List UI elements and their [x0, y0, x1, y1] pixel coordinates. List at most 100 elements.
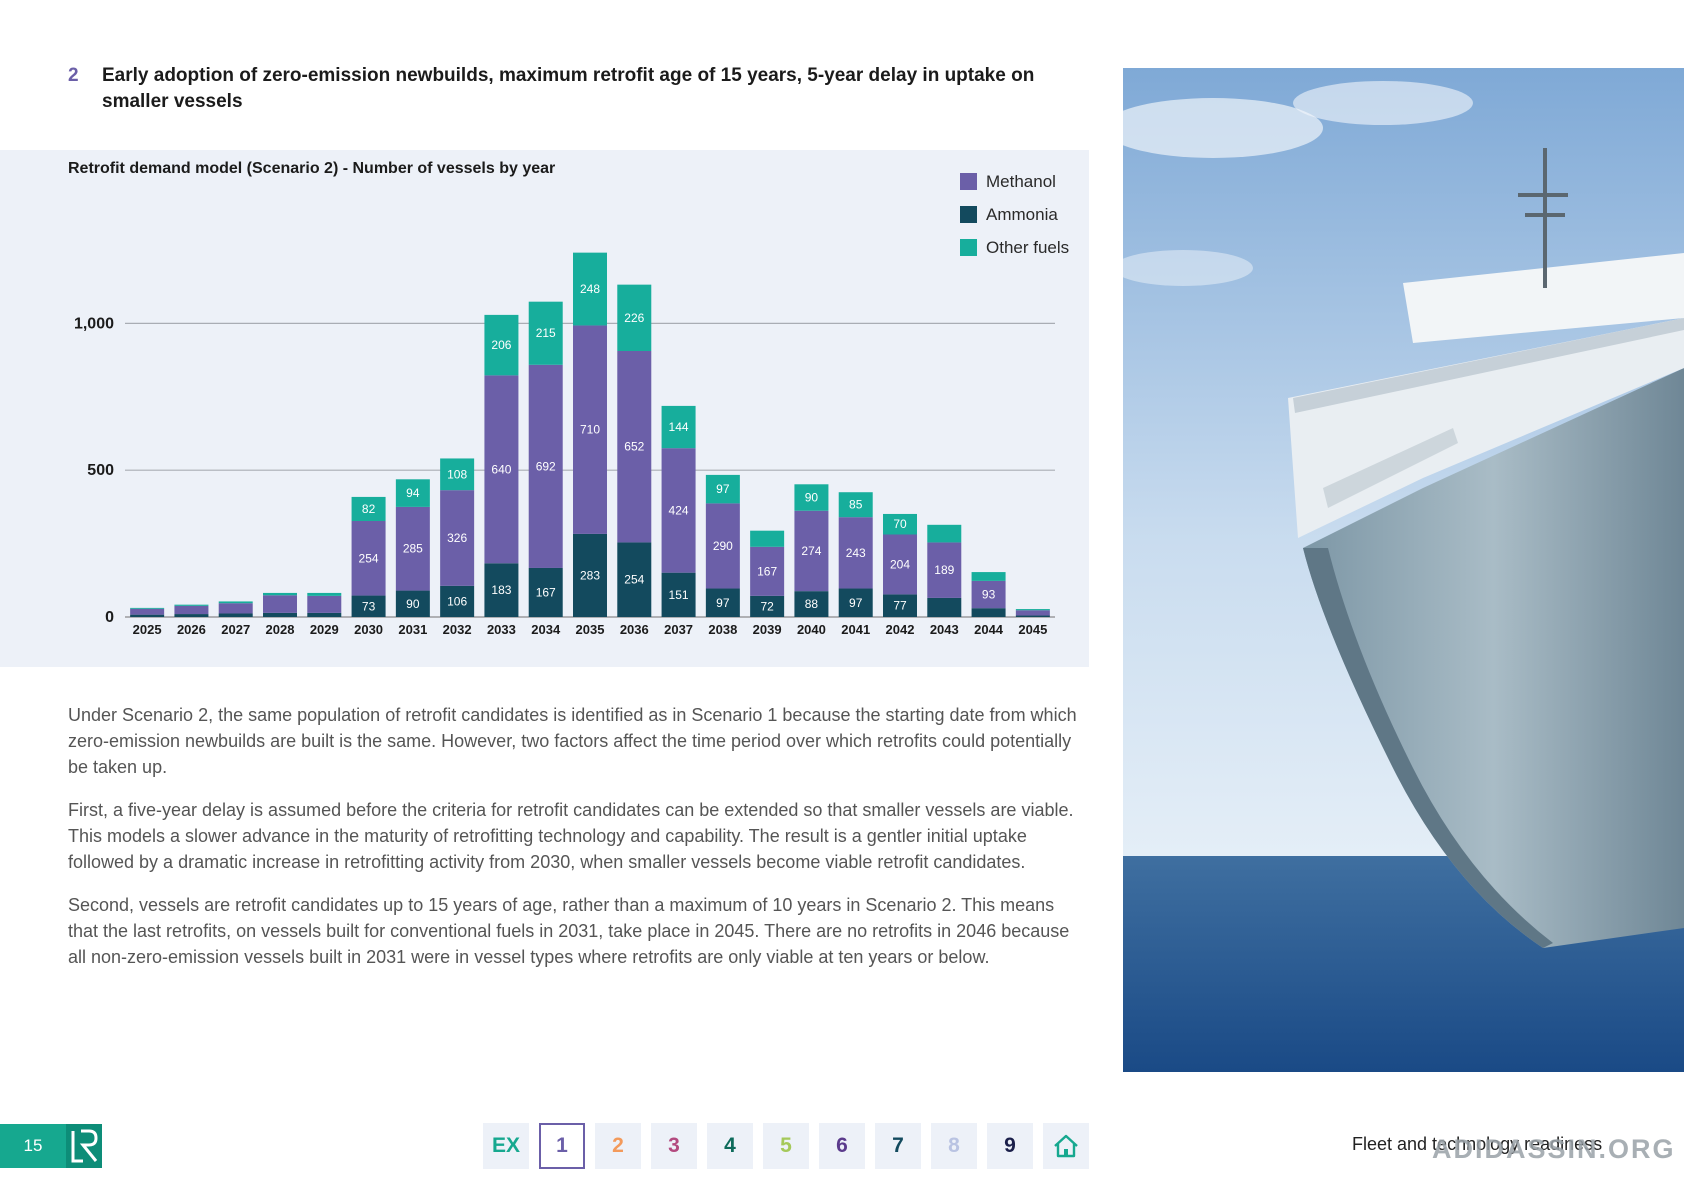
bar-other-fuels — [218, 601, 253, 604]
bar-methanol — [971, 580, 1006, 609]
data-label: 204 — [890, 557, 910, 571]
bar-other-fuels — [750, 530, 785, 547]
nav-button-3[interactable]: 3 — [651, 1123, 697, 1169]
bar-other-fuels — [528, 301, 563, 365]
page-badge: 15 — [0, 1124, 102, 1168]
x-tick-label: 2044 — [974, 622, 1004, 637]
data-label: 226 — [624, 311, 644, 325]
data-label: 283 — [580, 568, 600, 582]
bar-methanol — [750, 546, 785, 596]
nav-button-4[interactable]: 4 — [707, 1123, 753, 1169]
paragraph-1: Under Scenario 2, the same population of… — [68, 705, 1077, 777]
bar-ammonia — [263, 612, 297, 617]
data-label: 285 — [403, 542, 423, 556]
bar-methanol — [351, 520, 386, 596]
bar-methanol — [573, 325, 607, 534]
section-number: 2 — [68, 65, 79, 86]
bar-ammonia — [528, 567, 563, 617]
bar-ammonia — [395, 590, 430, 617]
data-label: 189 — [934, 563, 954, 577]
data-label: 144 — [669, 420, 689, 434]
data-label: 167 — [757, 564, 777, 578]
y-tick-label: 1,000 — [74, 315, 114, 332]
bar-methanol — [883, 534, 917, 595]
bar-other-fuels — [838, 492, 873, 518]
bar-other-fuels — [263, 592, 297, 596]
bar-ammonia — [617, 542, 652, 617]
data-label: 248 — [580, 282, 600, 296]
x-tick-label: 2035 — [576, 622, 605, 637]
bar-ammonia — [750, 595, 785, 617]
data-label: 73 — [362, 599, 376, 613]
nav-button-5[interactable]: 5 — [763, 1123, 809, 1169]
bar-methanol — [440, 490, 475, 586]
x-tick-label: 2030 — [354, 622, 383, 637]
x-tick-label: 2032 — [443, 622, 472, 637]
page-number: 15 — [23, 1136, 43, 1155]
nav-button-2[interactable]: 2 — [595, 1123, 641, 1169]
bar-ammonia — [971, 608, 1006, 617]
x-tick-label: 2033 — [487, 622, 516, 637]
bar-ammonia — [174, 614, 209, 617]
bar-other-fuels — [1015, 609, 1050, 611]
bar-ammonia — [927, 597, 962, 617]
section-title: Early adoption of zero-emission newbuild… — [102, 65, 1035, 112]
bar-other-fuels — [440, 458, 475, 491]
footer-section-name: Fleet and technology readiness — [1352, 1134, 1603, 1154]
legend-label-ammonia: Ammonia — [986, 204, 1058, 224]
nav-button-ex[interactable]: EX — [483, 1123, 529, 1169]
data-label: 692 — [536, 459, 556, 473]
data-label: 254 — [359, 551, 379, 565]
x-tick-label: 2031 — [398, 622, 427, 637]
data-label: 710 — [580, 423, 600, 437]
bar-methanol — [484, 375, 519, 564]
data-label: 640 — [491, 462, 511, 476]
nav-button-6[interactable]: 6 — [819, 1123, 865, 1169]
data-label: 70 — [893, 517, 907, 531]
paragraph-3: Second, vessels are retrofit candidates … — [68, 895, 1070, 967]
bar-other-fuels — [883, 513, 917, 535]
data-label: 82 — [362, 502, 376, 516]
data-label: 88 — [805, 597, 819, 611]
nav-button-9[interactable]: 9 — [987, 1123, 1033, 1169]
bar-methanol — [130, 608, 165, 615]
x-tick-label: 2045 — [1018, 622, 1047, 637]
chart-legend: Methanol Ammonia Other fuels — [960, 165, 1069, 264]
chapter-nav: EX 1 2 3 4 5 6 7 8 9 — [483, 1123, 1099, 1169]
nav-button-7[interactable]: 7 — [875, 1123, 921, 1169]
nav-button-1[interactable]: 1 — [539, 1123, 585, 1169]
bar-ammonia — [130, 614, 165, 617]
legend-item-methanol: Methanol — [960, 165, 1069, 198]
bar-ammonia — [1015, 615, 1050, 617]
bar-ammonia — [218, 613, 253, 617]
bar-ammonia — [794, 591, 829, 617]
x-tick-label: 2028 — [266, 622, 295, 637]
bar-methanol — [838, 517, 873, 589]
bar-ammonia — [661, 572, 696, 617]
home-icon — [1054, 1134, 1078, 1158]
bar-methanol — [705, 503, 740, 589]
nav-button-8[interactable]: 8 — [931, 1123, 977, 1169]
data-label: 652 — [624, 440, 644, 454]
bar-methanol — [174, 605, 209, 615]
chart-title: Retrofit demand model (Scenario 2) - Num… — [68, 160, 556, 177]
bar-methanol — [395, 506, 430, 591]
home-button[interactable] — [1043, 1123, 1089, 1169]
bar-other-fuels — [573, 252, 607, 326]
bar-other-fuels — [794, 484, 829, 511]
data-label: 90 — [406, 597, 420, 611]
bar-ammonia — [838, 588, 873, 617]
bar-other-fuels — [395, 479, 430, 507]
data-label: 326 — [447, 531, 467, 545]
data-label: 206 — [491, 338, 511, 352]
x-tick-label: 2041 — [841, 622, 870, 637]
bar-other-fuels — [617, 284, 652, 351]
bar-ammonia — [307, 612, 342, 617]
lr-logo — [66, 1124, 102, 1168]
data-label: 106 — [447, 594, 467, 608]
bar-methanol — [307, 595, 342, 613]
legend-swatch-methanol — [960, 173, 977, 190]
x-tick-label: 2029 — [310, 622, 339, 637]
data-label: 94 — [406, 486, 420, 500]
legend-label-other-fuels: Other fuels — [986, 237, 1070, 257]
